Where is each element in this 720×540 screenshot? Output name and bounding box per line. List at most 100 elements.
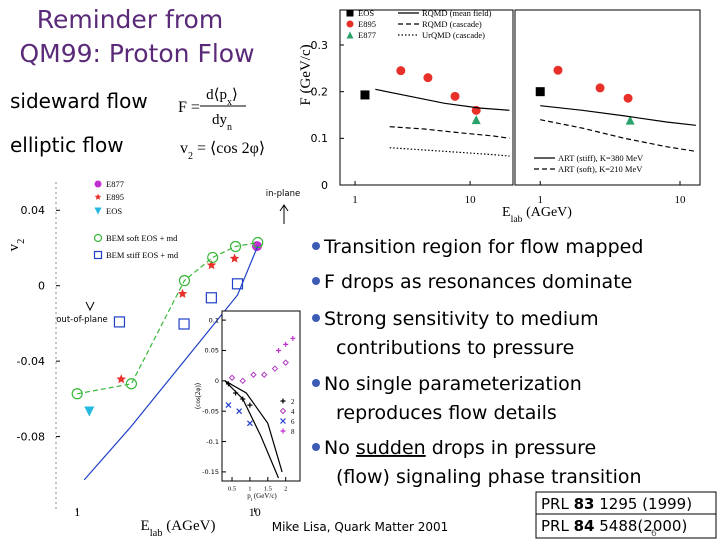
marker [280, 418, 286, 424]
marker [346, 31, 354, 39]
marker [535, 87, 545, 97]
bullet-text: contributions to pressure [336, 337, 574, 359]
marker [93, 250, 103, 260]
marker [423, 73, 433, 83]
legend-label: RQMD (mean field) [422, 8, 492, 18]
label: elliptic flow [10, 133, 124, 157]
legend-label: E895 [106, 192, 124, 202]
y-axis-label: F (GeV/c) [298, 44, 314, 105]
legend-label: EOS [358, 8, 374, 18]
legend-label: 8 [291, 428, 295, 436]
series-line [224, 380, 283, 473]
annotation: in-plane [266, 189, 300, 199]
x-tick-label: 2 [284, 485, 287, 492]
annotation: out-of-plane [56, 315, 108, 325]
y-axis-label: v2 [6, 239, 27, 252]
bullet-text: F drops as resonances dominate [324, 271, 632, 293]
ref-text: 1295 (1999) [594, 495, 692, 513]
y-tick-label: -0.04 [17, 355, 45, 368]
bullet-text: Strong sensitivity to medium [324, 308, 599, 330]
legend-label: UrQMD (cascade) [422, 30, 485, 40]
marker [595, 83, 605, 93]
series-line [375, 88, 510, 111]
series-line [77, 241, 258, 395]
title-text: QM99: Proton Flow [19, 39, 254, 68]
legend-label: ART (stiff), K=380 MeV [558, 153, 644, 163]
x-tick-label: 1 [74, 505, 80, 519]
legend-label: E895 [358, 19, 376, 29]
legend-label: ART (soft), K=210 MeV [558, 164, 643, 174]
formula-text: x [227, 97, 232, 108]
x-tick-label: 1 [352, 194, 358, 206]
bullet-dot [312, 242, 320, 250]
series-line [389, 147, 510, 157]
y-tick-label: 0.1 [209, 316, 219, 324]
label-text: elliptic flow [10, 133, 124, 157]
bullet-text: Transition region for flow mapped [323, 236, 643, 258]
marker [225, 402, 232, 409]
marker [261, 371, 268, 378]
marker [279, 407, 287, 415]
legend-label: BEM stiff EOS + md [106, 250, 179, 260]
plot-frame [221, 310, 301, 482]
marker [116, 374, 126, 384]
bullet-dot [312, 379, 320, 387]
bullet-dot [312, 314, 320, 322]
bullet: Transition region for flow mapped [323, 236, 643, 258]
formula-text: ⟩ [232, 87, 238, 103]
y-tick-label: -0.15 [202, 468, 219, 476]
marker [271, 365, 279, 372]
bullet: Strong sensitivity to medium [324, 308, 599, 330]
arrow-head [279, 204, 289, 212]
marker [206, 260, 217, 270]
formula-text: n [227, 122, 232, 133]
bullet-text: drops in pressure [426, 437, 597, 459]
marker [239, 377, 246, 385]
bullet-text: No [324, 437, 356, 459]
marker [94, 193, 102, 200]
ref-text: 5488 [594, 517, 637, 535]
ref-text: (2000) [637, 517, 687, 535]
series-line [540, 105, 696, 126]
title-line: Reminder from [37, 5, 223, 34]
x-axis-label-part: p [247, 492, 251, 500]
x-axis-label-part: E [502, 205, 511, 220]
marker [229, 240, 242, 253]
plot-frame [514, 9, 701, 186]
marker [229, 253, 240, 263]
marker [207, 251, 219, 264]
x-tick-label: 10 [675, 194, 687, 206]
x-axis-label-part: lab [150, 528, 163, 539]
y-tick-label: 0.04 [21, 204, 46, 217]
author-text: Mike Lisa, Quark Matter 2001 [272, 520, 449, 534]
title-text: Reminder from [37, 5, 223, 34]
marker [247, 402, 253, 408]
x-tick-label: 1.5 [264, 485, 272, 492]
bullet-dot [312, 443, 320, 451]
y-tick-label: 0.3 [311, 39, 329, 52]
bullet-emphasis: sudden [356, 437, 426, 459]
marker [246, 420, 253, 427]
marker [178, 275, 191, 287]
marker [360, 90, 370, 100]
legend-label: E877 [106, 179, 124, 189]
x-axis-label: pt (GeV/c) [247, 492, 277, 503]
title-line: QM99: Proton Flow [19, 39, 254, 68]
bullet-list: Transition region for flow mapped F drop… [312, 236, 643, 488]
marker [125, 378, 137, 390]
y-tick-label: 0 [321, 179, 328, 192]
legend-label: 4 [291, 408, 295, 416]
ref-text: PRL [541, 517, 574, 535]
marker [84, 406, 95, 417]
x-axis-label-part: (AGeV) [523, 205, 573, 220]
bullet-dot [312, 277, 320, 285]
y-tick-label: 0 [38, 280, 45, 293]
marker [94, 180, 102, 188]
formula-text: v [180, 140, 188, 157]
y-tick-label: -0.08 [17, 430, 45, 443]
x-tick-label: 1 [248, 485, 251, 492]
x-axis-label: Elab (AGeV) [141, 518, 216, 539]
bullet-text: No single parameterization [324, 373, 582, 395]
formula: dyn [212, 112, 232, 133]
